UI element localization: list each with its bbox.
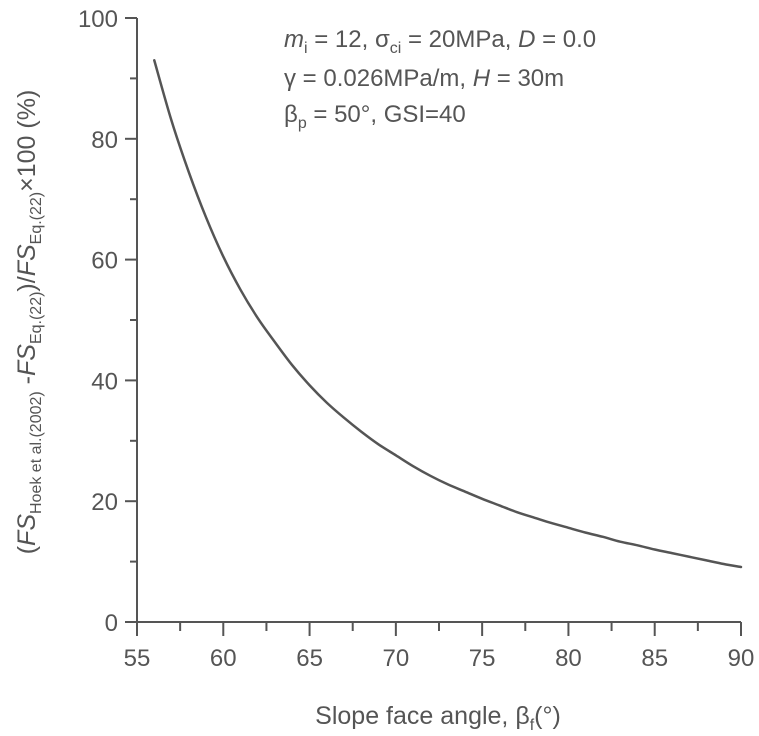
y-tick-label: 40: [91, 368, 118, 395]
series-layer: [153, 59, 743, 569]
annotation-line-3: βp = 50°, GSI=40: [284, 101, 466, 132]
y-tick-label: 0: [105, 610, 118, 637]
x-tick-label: 90: [728, 645, 755, 672]
annotation-line-2: γ = 0.026MPa/m, H = 30m: [284, 65, 564, 92]
y-tick-label: 100: [78, 6, 118, 33]
y-axis-title: (FSHoek et al.(2002) -FSEq.(22))/FSEq.(2…: [13, 90, 45, 555]
x-tick-label: 60: [210, 645, 237, 672]
x-tick-label: 65: [296, 645, 323, 672]
x-tick-label: 75: [469, 645, 496, 672]
y-tick-label: 60: [91, 248, 118, 275]
series-line: [153, 59, 743, 569]
y-tick-label: 20: [91, 489, 118, 516]
x-tick-label: 55: [124, 645, 151, 672]
x-axis-title: Slope face angle, βf(°): [315, 702, 561, 734]
x-tick-label: 85: [641, 645, 668, 672]
ticks: 0 20 40 60 80 100 55 60 65 70 75 80 85 90: [78, 6, 754, 672]
x-tick-label: 80: [555, 645, 582, 672]
annotation-line-1: mi = 12, σci = 20MPa, D = 0.0: [284, 26, 596, 57]
y-tick-label: 80: [91, 127, 118, 154]
x-tick-label: 70: [383, 645, 410, 672]
